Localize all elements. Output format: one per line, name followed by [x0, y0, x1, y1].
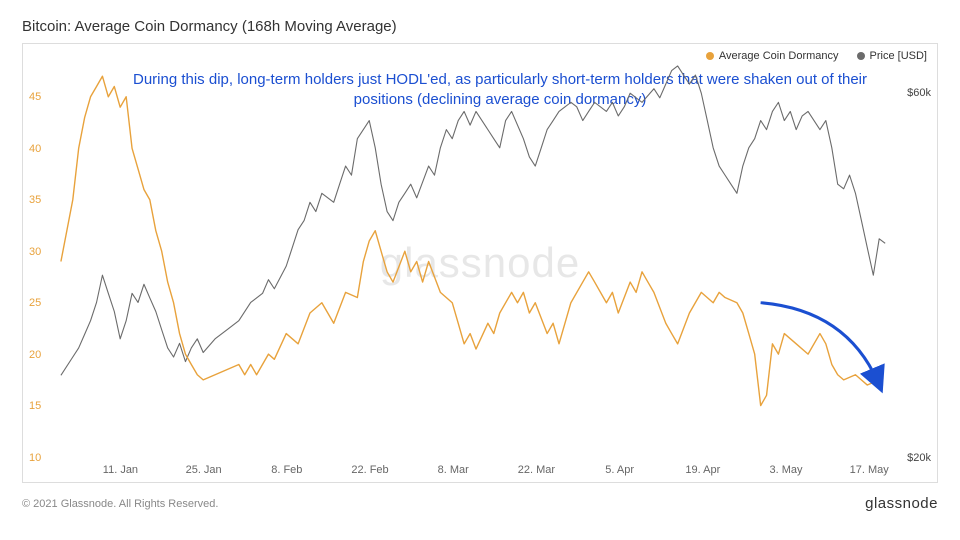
- x-tick: 22. Feb: [351, 464, 388, 476]
- y-right-tick: $60k: [907, 87, 931, 99]
- x-tick: 8. Mar: [438, 464, 469, 476]
- y-left-tick: 30: [29, 246, 41, 258]
- chart-container: Average Coin Dormancy Price [USD] During…: [22, 43, 938, 483]
- y-left-tick: 45: [29, 91, 41, 103]
- x-tick: 11. Jan: [103, 464, 138, 476]
- y-left-tick: 40: [29, 143, 41, 155]
- y-right-tick: $20k: [907, 452, 931, 464]
- x-tick: 22. Mar: [518, 464, 555, 476]
- copyright-text: © 2021 Glassnode. All Rights Reserved.: [22, 498, 218, 510]
- x-tick: 8. Feb: [271, 464, 302, 476]
- brand-text: glassnode: [865, 495, 938, 512]
- x-tick: 5. Apr: [605, 464, 634, 476]
- x-tick: 25. Jan: [186, 464, 222, 476]
- y-left-tick: 25: [29, 297, 41, 309]
- x-tick: 19. Apr: [685, 464, 720, 476]
- y-left-tick: 10: [29, 452, 41, 464]
- footer: © 2021 Glassnode. All Rights Reserved. g…: [22, 495, 938, 512]
- chart-plot: [23, 44, 937, 483]
- y-left-tick: 35: [29, 194, 41, 206]
- x-tick: 3. May: [770, 464, 803, 476]
- x-tick: 17. May: [850, 464, 889, 476]
- chart-title: Bitcoin: Average Coin Dormancy (168h Mov…: [22, 18, 938, 35]
- y-left-tick: 20: [29, 349, 41, 361]
- y-left-tick: 15: [29, 400, 41, 412]
